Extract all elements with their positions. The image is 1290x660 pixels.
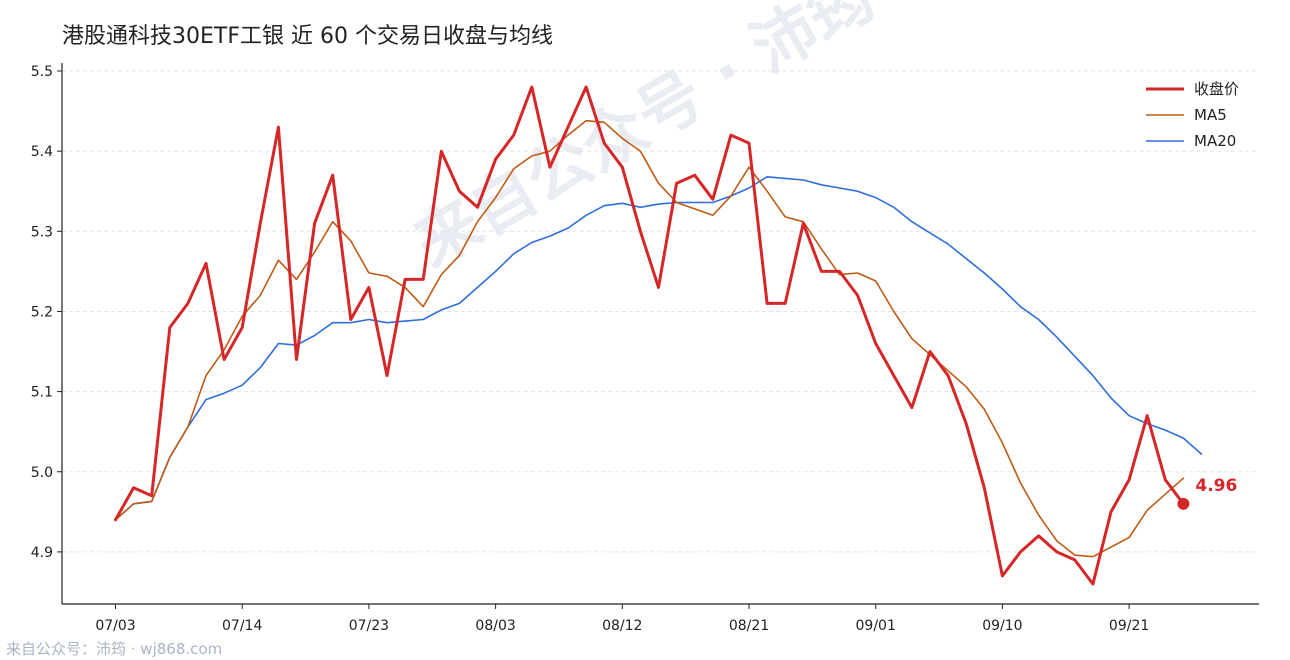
- y-tick-label: 5.2: [31, 304, 53, 320]
- x-axis-ticks: 07/03 07/14 07/23 08/03 08/12 08/21 09/01 09/10…: [95, 604, 1149, 634]
- x-tick-label: 09/10: [982, 618, 1022, 634]
- legend-label: 收盘价: [1194, 80, 1239, 98]
- y-tick-label: 5.3: [31, 224, 53, 240]
- x-tick-label: 07/14: [222, 618, 262, 634]
- last-close-label: 4.96: [1195, 476, 1237, 496]
- series-line-close: [114, 85, 1185, 586]
- end-markers: 4.96: [1177, 476, 1237, 510]
- x-tick-label: 08/12: [602, 618, 642, 634]
- series-line-ma5: [114, 119, 1185, 558]
- y-tick-label: 5.5: [31, 64, 53, 80]
- y-tick-label: 5.4: [31, 144, 53, 160]
- footer-credit: 来自公众号：沛筠 · wj868.com: [6, 640, 223, 658]
- series-line-ma20: [114, 176, 1203, 521]
- legend-label: MA20: [1194, 132, 1236, 150]
- y-tick-label: 5.0: [31, 465, 53, 481]
- x-tick-label: 07/23: [349, 618, 389, 634]
- legend: 收盘价 MA5 MA20: [1146, 80, 1239, 150]
- axes: [61, 63, 1259, 605]
- x-tick-label: 09/01: [856, 618, 896, 634]
- x-tick-label: 07/03: [95, 618, 135, 634]
- y-axis-ticks: 4.9 5.0 5.1 5.2 5.3 5.4 5.5: [31, 64, 62, 561]
- x-tick-label: 08/03: [475, 618, 515, 634]
- y-tick-label: 4.9: [31, 545, 53, 561]
- legend-label: MA5: [1194, 106, 1227, 124]
- x-tick-label: 09/21: [1109, 618, 1149, 634]
- last-close-dot: [1177, 497, 1190, 510]
- y-tick-label: 5.1: [31, 385, 53, 401]
- series-lines: [114, 85, 1203, 586]
- chart-title: 港股通科技30ETF工银 近 60 个交易日收盘与均线: [62, 24, 553, 49]
- x-tick-label: 08/21: [729, 618, 769, 634]
- grid-lines: [62, 70, 1259, 553]
